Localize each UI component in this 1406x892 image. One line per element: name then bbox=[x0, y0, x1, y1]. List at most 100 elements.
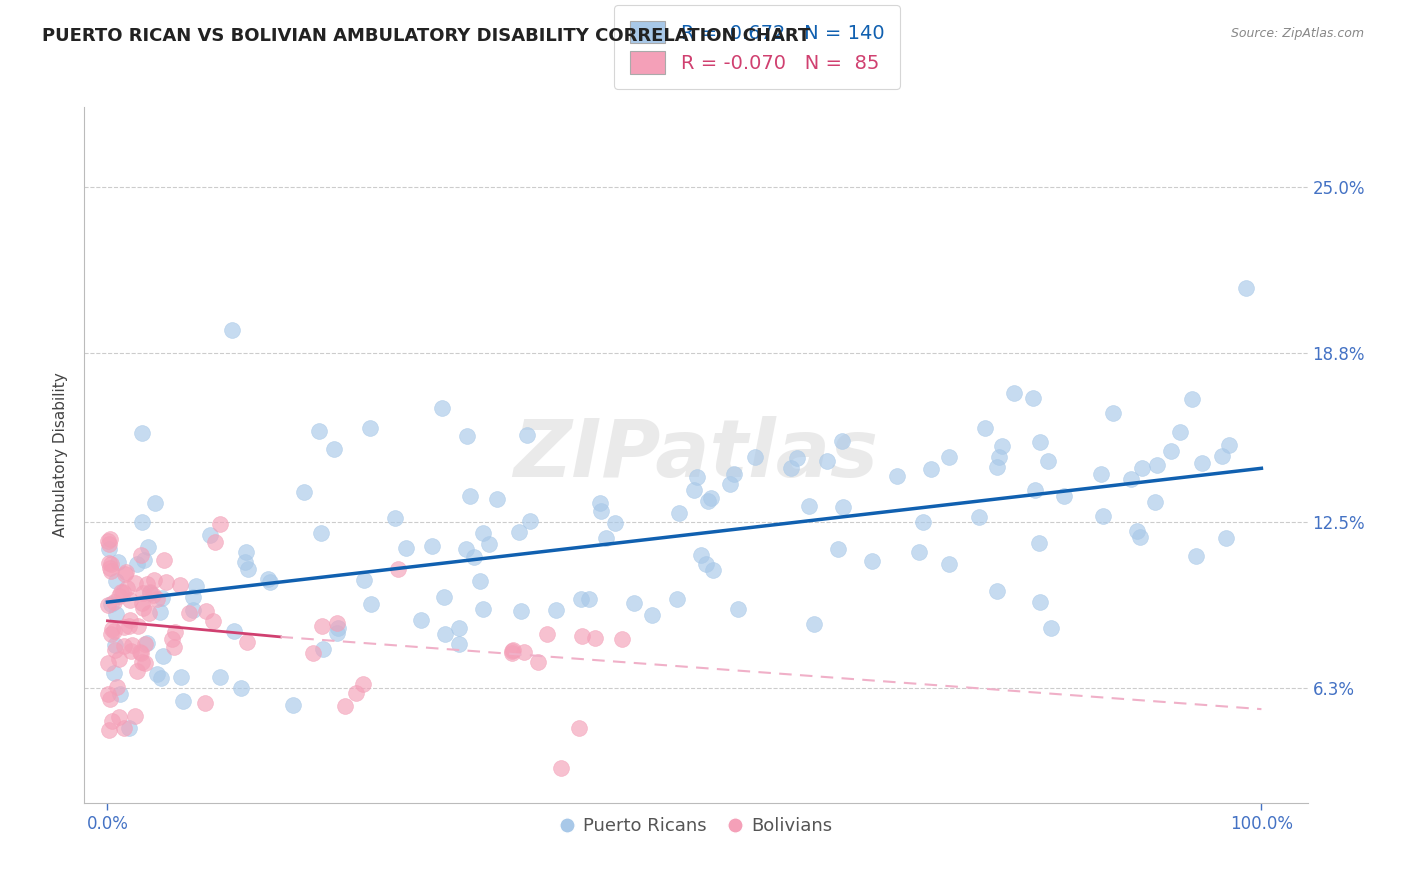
Point bbox=[136, 540, 159, 554]
Point bbox=[571, 629, 593, 643]
Point bbox=[97, 656, 120, 670]
Point bbox=[312, 642, 335, 657]
Point bbox=[432, 590, 454, 604]
Point bbox=[138, 586, 160, 600]
Point bbox=[1218, 438, 1240, 452]
Point bbox=[115, 565, 138, 579]
Point bbox=[98, 723, 121, 737]
Point bbox=[1029, 434, 1052, 449]
Point bbox=[478, 536, 501, 550]
Point bbox=[155, 574, 177, 589]
Point bbox=[569, 591, 592, 606]
Point bbox=[136, 576, 159, 591]
Point bbox=[991, 439, 1014, 453]
Point bbox=[107, 555, 129, 569]
Point bbox=[97, 687, 120, 701]
Legend: Puerto Ricans, Bolivians: Puerto Ricans, Bolivians bbox=[553, 810, 839, 842]
Point bbox=[384, 511, 406, 525]
Point bbox=[149, 606, 172, 620]
Point bbox=[938, 557, 960, 571]
Point bbox=[447, 621, 470, 635]
Point bbox=[668, 506, 690, 520]
Point bbox=[98, 533, 121, 547]
Point bbox=[696, 493, 718, 508]
Point bbox=[302, 647, 325, 661]
Point bbox=[136, 636, 159, 650]
Point bbox=[1053, 489, 1076, 503]
Point bbox=[912, 516, 935, 530]
Text: Source: ZipAtlas.com: Source: ZipAtlas.com bbox=[1230, 27, 1364, 40]
Point bbox=[409, 613, 432, 627]
Point bbox=[519, 515, 541, 529]
Point bbox=[1234, 281, 1257, 295]
Point bbox=[118, 613, 141, 627]
Point bbox=[231, 681, 253, 695]
Point bbox=[108, 709, 131, 723]
Point bbox=[132, 552, 155, 566]
Point bbox=[1130, 460, 1153, 475]
Point bbox=[526, 656, 548, 670]
Point bbox=[114, 639, 136, 653]
Point bbox=[127, 619, 149, 633]
Point bbox=[803, 617, 825, 632]
Point bbox=[204, 534, 226, 549]
Point bbox=[198, 528, 221, 542]
Point bbox=[1022, 391, 1045, 405]
Point bbox=[623, 596, 645, 610]
Point bbox=[311, 618, 333, 632]
Point bbox=[456, 541, 478, 556]
Point bbox=[1160, 444, 1182, 458]
Point bbox=[259, 575, 281, 590]
Point bbox=[797, 499, 820, 513]
Point bbox=[322, 442, 344, 456]
Point bbox=[395, 541, 418, 555]
Point bbox=[605, 516, 627, 531]
Point bbox=[97, 542, 120, 557]
Point bbox=[420, 539, 443, 553]
Point bbox=[163, 625, 186, 640]
Point bbox=[326, 616, 349, 631]
Point bbox=[986, 460, 1008, 475]
Point bbox=[727, 601, 749, 615]
Point bbox=[177, 606, 200, 620]
Point bbox=[1143, 495, 1166, 509]
Point bbox=[595, 531, 617, 545]
Point bbox=[103, 665, 125, 680]
Point bbox=[235, 545, 257, 559]
Point bbox=[832, 500, 855, 514]
Point bbox=[1038, 453, 1060, 467]
Point bbox=[221, 323, 243, 337]
Point bbox=[641, 608, 664, 623]
Point bbox=[134, 657, 156, 671]
Point bbox=[97, 534, 120, 549]
Point bbox=[152, 649, 174, 664]
Point bbox=[112, 620, 135, 634]
Point bbox=[1129, 530, 1152, 544]
Y-axis label: Ambulatory Disability: Ambulatory Disability bbox=[53, 373, 69, 537]
Point bbox=[104, 643, 127, 657]
Point bbox=[344, 686, 367, 700]
Text: ZIPatlas: ZIPatlas bbox=[513, 416, 879, 494]
Point bbox=[550, 761, 572, 775]
Point bbox=[181, 590, 204, 604]
Point bbox=[463, 549, 485, 564]
Point bbox=[723, 467, 745, 482]
Point bbox=[97, 598, 120, 612]
Point bbox=[536, 627, 558, 641]
Point bbox=[333, 698, 356, 713]
Point bbox=[120, 644, 142, 658]
Point bbox=[326, 625, 349, 640]
Point bbox=[510, 604, 533, 618]
Point bbox=[235, 555, 257, 569]
Point bbox=[292, 484, 315, 499]
Point bbox=[589, 503, 612, 517]
Point bbox=[208, 517, 231, 532]
Point bbox=[124, 709, 146, 723]
Point bbox=[544, 602, 567, 616]
Point bbox=[100, 564, 122, 578]
Point bbox=[131, 596, 153, 610]
Point bbox=[578, 592, 600, 607]
Point bbox=[471, 525, 494, 540]
Point bbox=[138, 607, 160, 621]
Point bbox=[118, 619, 141, 633]
